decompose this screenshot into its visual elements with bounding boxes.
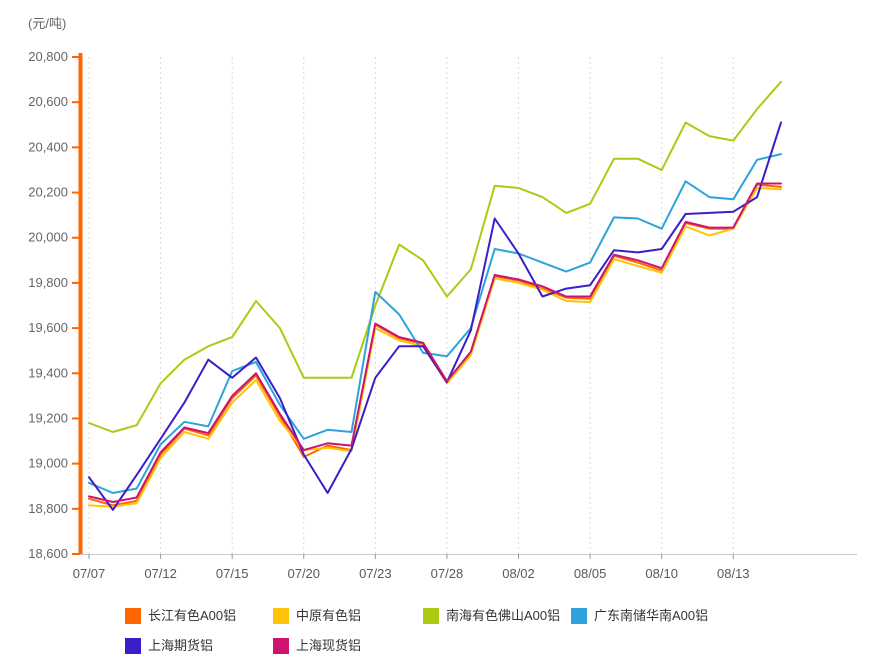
legend-label: 中原有色铝 [296, 608, 362, 623]
legend-item-shfe[interactable]: 上海期货铝 [125, 637, 213, 654]
y-tick-label: 19,400 [28, 365, 68, 380]
legend-swatch-guangdong [571, 607, 587, 624]
y-tick-label: 18,800 [28, 501, 68, 516]
series-line-shanghai-spot[interactable] [88, 182, 782, 503]
x-tick-label: 07/20 [287, 566, 320, 581]
legend-item-changjiang[interactable]: 长江有色A00铝 [125, 607, 236, 624]
legend-swatch-nanhai [423, 607, 439, 624]
x-tick-label: 07/07 [73, 566, 106, 581]
y-tick-label: 20,600 [28, 94, 68, 109]
x-tick-label: 07/28 [431, 566, 464, 581]
legend-item-guangdong[interactable]: 广东南储华南A00铝 [571, 607, 708, 624]
x-tick-label: 08/02 [502, 566, 535, 581]
y-tick-label: 20,000 [28, 230, 68, 245]
y-axis-unit-label: (元/吨) [28, 16, 66, 31]
y-tick-label: 19,600 [28, 320, 68, 335]
series-line-shfe[interactable] [88, 121, 782, 511]
x-tick-label: 08/05 [574, 566, 607, 581]
legend-item-zhongyuan[interactable]: 中原有色铝 [273, 607, 361, 624]
legend-item-nanhai[interactable]: 南海有色佛山A00铝 [423, 607, 560, 624]
series-line-changjiang[interactable] [88, 183, 782, 507]
series-line-guangdong[interactable] [88, 153, 782, 494]
y-tick-label: 20,800 [28, 49, 68, 64]
legend-label: 广东南储华南A00铝 [594, 608, 709, 623]
x-tick-label: 07/23 [359, 566, 392, 581]
series-line-nanhai[interactable] [88, 80, 782, 433]
y-tick-label: 20,400 [28, 139, 68, 154]
legend-label: 南海有色佛山A00铝 [446, 608, 561, 623]
legend-label: 长江有色A00铝 [148, 608, 237, 623]
series-line-zhongyuan[interactable] [88, 187, 782, 508]
legend-label: 上海期货铝 [148, 638, 214, 653]
y-tick-label: 20,200 [28, 185, 68, 200]
legend-swatch-zhongyuan [273, 607, 289, 624]
legend-item-shanghai-spot[interactable]: 上海现货铝 [273, 637, 361, 654]
x-tick-label: 08/10 [645, 566, 678, 581]
legend-swatch-shanghai-spot [273, 637, 289, 654]
y-tick-label: 19,800 [28, 275, 68, 290]
x-tick-label: 07/15 [216, 566, 249, 581]
y-tick-label: 19,200 [28, 410, 68, 425]
legend-swatch-shfe [125, 637, 141, 654]
legend-label: 上海现货铝 [296, 638, 362, 653]
y-tick-label: 19,000 [28, 456, 68, 471]
x-tick-label: 08/13 [717, 566, 750, 581]
x-tick-label: 07/12 [144, 566, 177, 581]
legend-swatch-changjiang [125, 607, 141, 624]
y-tick-label: 18,600 [28, 546, 68, 561]
